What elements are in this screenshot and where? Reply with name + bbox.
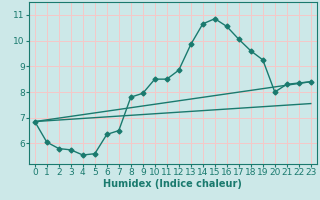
X-axis label: Humidex (Indice chaleur): Humidex (Indice chaleur) bbox=[103, 179, 242, 189]
